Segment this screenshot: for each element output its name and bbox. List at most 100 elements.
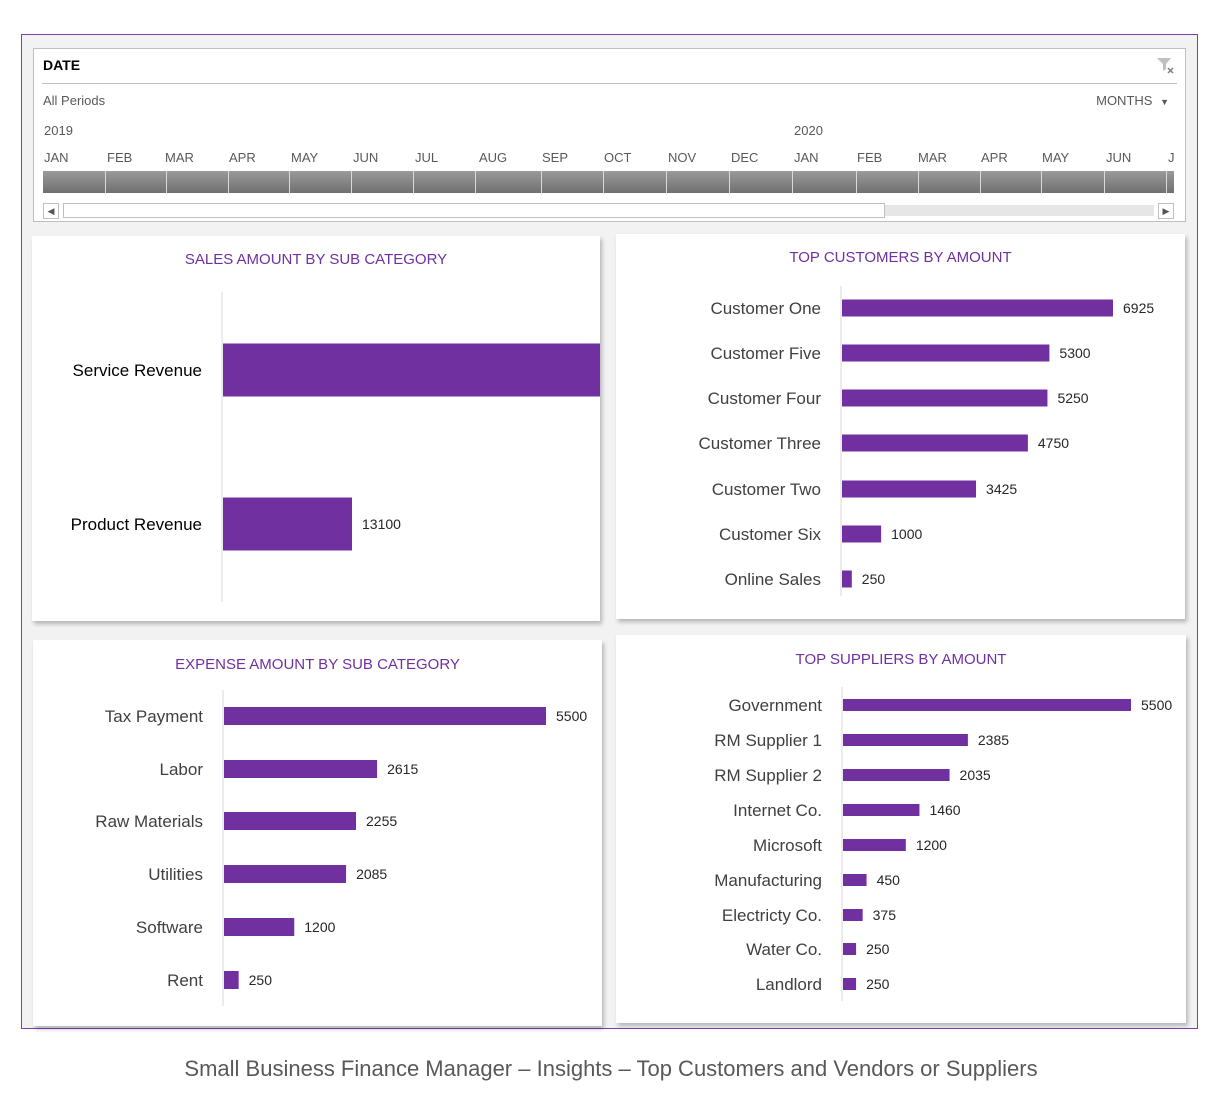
timeline-tick — [413, 171, 414, 193]
data-label: 250 — [866, 976, 890, 992]
month-label[interactable]: JAN — [44, 150, 69, 165]
month-label[interactable]: MAR — [165, 150, 194, 165]
category-label: Customer One — [710, 299, 821, 318]
timeline-tick — [1041, 171, 1042, 193]
month-label[interactable]: MAY — [1042, 150, 1070, 165]
data-label: 2385 — [978, 732, 1009, 748]
bar[interactable] — [843, 839, 906, 851]
bar[interactable] — [842, 344, 1050, 362]
category-label: Manufacturing — [714, 871, 822, 890]
data-label: 1200 — [916, 837, 947, 853]
chart-title: TOP SUPPLIERS BY AMOUNT — [795, 651, 1007, 668]
month-label[interactable]: MAR — [918, 150, 947, 165]
month-label[interactable]: FEB — [107, 150, 133, 165]
data-label: 250 — [862, 571, 886, 587]
category-label: Microsoft — [753, 836, 822, 855]
month-label[interactable]: JUL — [415, 150, 439, 165]
category-label: Water Co. — [746, 940, 822, 959]
category-label: Raw Materials — [95, 812, 203, 831]
category-label: Utilities — [148, 865, 203, 884]
data-label: 1460 — [929, 802, 960, 818]
month-label[interactable]: OCT — [604, 150, 632, 165]
bar[interactable] — [842, 525, 882, 543]
bar[interactable] — [223, 497, 352, 551]
time-level-dropdown[interactable]: MONTHS ▼ — [1096, 93, 1169, 108]
bar[interactable] — [843, 699, 1131, 711]
timeline-tick — [1166, 171, 1167, 193]
customers-chart-panel: TOP CUSTOMERS BY AMOUNT Customer One 6925… — [616, 234, 1185, 619]
month-label[interactable]: NOV — [668, 150, 697, 165]
category-label: RM Supplier 2 — [714, 766, 822, 785]
category-label: Product Revenue — [71, 515, 202, 534]
timeline-tick — [1104, 171, 1105, 193]
bar[interactable] — [843, 978, 857, 990]
customers-bar-chart: Customer One 6925 Customer Five 5300 Custome… — [698, 286, 1154, 596]
bar[interactable] — [842, 299, 1113, 317]
data-label: 13100 — [362, 516, 401, 532]
category-label: Electricty Co. — [722, 906, 822, 925]
chart-title: EXPENSE AMOUNT BY SUB CATEGORY — [175, 656, 460, 673]
bar[interactable] — [843, 909, 863, 921]
bar[interactable] — [224, 865, 347, 883]
sales-chart-panel: SALES AMOUNT BY SUB CATEGORY Service Rev… — [32, 236, 600, 621]
month-label[interactable]: J — [1168, 150, 1175, 165]
bar[interactable] — [843, 804, 920, 816]
bar[interactable] — [843, 734, 968, 746]
bar[interactable] — [842, 389, 1048, 407]
data-label: 450 — [877, 872, 901, 888]
bar[interactable] — [843, 769, 950, 781]
bar[interactable] — [224, 971, 239, 989]
bar[interactable] — [843, 943, 857, 955]
year-label-2019: 2019 — [44, 123, 73, 138]
bar[interactable] — [842, 480, 977, 498]
month-label[interactable]: APR — [981, 150, 1008, 165]
timeline-tick — [541, 171, 542, 193]
category-label: Customer Six — [719, 525, 822, 544]
timeline-bar[interactable] — [43, 171, 1174, 193]
bar[interactable] — [842, 570, 852, 588]
year-label-2020: 2020 — [794, 123, 823, 138]
month-label[interactable]: DEC — [731, 150, 759, 165]
category-label: Customer Four — [708, 389, 822, 408]
bar[interactable] — [224, 707, 546, 725]
time-level-label: MONTHS — [1096, 93, 1153, 108]
bar[interactable] — [224, 760, 378, 778]
bar[interactable] — [224, 812, 357, 830]
month-label[interactable]: SEP — [542, 150, 569, 165]
month-label[interactable]: JUN — [353, 150, 379, 165]
category-label: Service Revenue — [73, 361, 202, 380]
data-label: 5250 — [1057, 390, 1088, 406]
timeline-tick — [792, 171, 793, 193]
month-label[interactable]: APR — [229, 150, 256, 165]
month-label[interactable]: JUN — [1106, 150, 1132, 165]
data-label: 5300 — [1059, 345, 1090, 361]
data-label: 375 — [873, 907, 897, 923]
timeline-tick — [228, 171, 229, 193]
timeline-tick — [603, 171, 604, 193]
timeline-scrollbar[interactable]: ◀ ▶ — [43, 202, 1174, 220]
bar[interactable] — [223, 343, 600, 397]
bar[interactable] — [842, 434, 1028, 452]
month-label[interactable]: FEB — [857, 150, 883, 165]
timeline-tick — [351, 171, 352, 193]
bar[interactable] — [224, 918, 295, 936]
month-label[interactable]: MAY — [291, 150, 319, 165]
chart-title: SALES AMOUNT BY SUB CATEGORY — [184, 251, 448, 268]
timeline-tick — [166, 171, 167, 193]
timeline-tick — [666, 171, 667, 193]
scroll-thumb[interactable] — [63, 203, 885, 218]
slicer-divider — [42, 83, 1177, 84]
data-label: 5500 — [1141, 697, 1172, 713]
category-label: Government — [728, 696, 822, 715]
clear-filter-icon[interactable] — [1155, 55, 1175, 75]
month-label[interactable]: AUG — [479, 150, 508, 165]
scroll-right-icon[interactable]: ▶ — [1158, 203, 1174, 219]
data-label: 5500 — [556, 708, 587, 724]
timeline-tick — [856, 171, 857, 193]
data-label: 2255 — [366, 813, 397, 829]
expense-bar-chart: Tax Payment 5500 Labor 2615 Raw Materials 225… — [95, 690, 587, 1006]
scroll-left-icon[interactable]: ◀ — [43, 203, 59, 219]
bar[interactable] — [843, 874, 867, 886]
month-label[interactable]: JAN — [794, 150, 819, 165]
date-timeline-slicer[interactable]: DATE All Periods MONTHS ▼ 2019 2020 JAN F… — [33, 48, 1186, 222]
